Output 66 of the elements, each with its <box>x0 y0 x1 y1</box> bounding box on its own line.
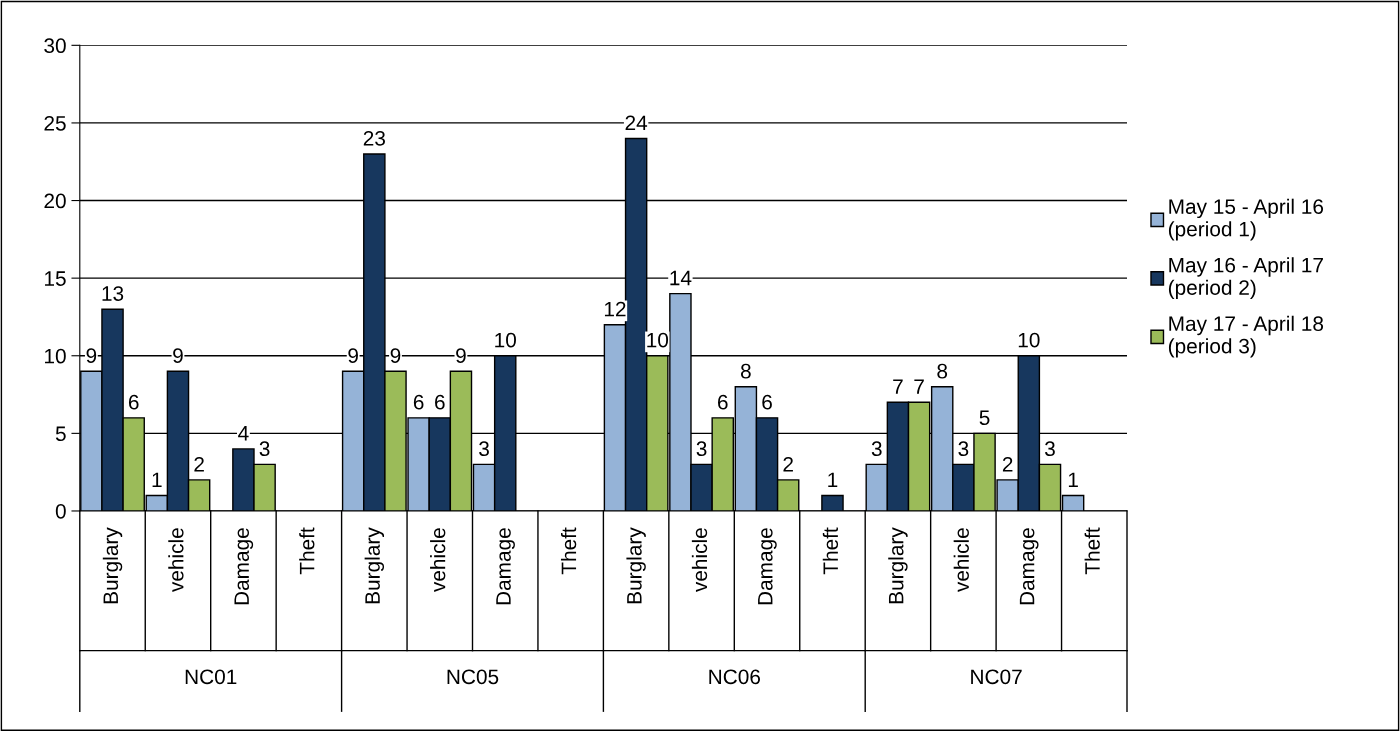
data-label: 13 <box>102 286 124 301</box>
x-tick-label: Theft <box>1084 527 1100 575</box>
x-tick-label: Burglary <box>364 527 385 604</box>
data-label: 1 <box>828 472 838 487</box>
legend-label: May 16 - April 17 (period 2) <box>1168 257 1323 300</box>
x-tick-label: Damage <box>496 528 515 605</box>
x-tick-label: Damage <box>234 528 254 605</box>
data-label: 14 <box>670 270 692 286</box>
data-label: 7 <box>914 379 924 394</box>
data-label: 2 <box>783 456 793 472</box>
text: NC05 <box>447 669 499 685</box>
x-tick-label: Burglary <box>888 527 908 604</box>
x-tick-label: vehicle <box>168 528 184 593</box>
y-tick-label: 5 <box>55 426 66 442</box>
x-tick-label: Burglary <box>102 527 123 604</box>
data-label: 6 <box>435 394 445 410</box>
data-label: 2 <box>194 456 204 472</box>
data-label: 23 <box>363 130 385 146</box>
y-tick-label: 15 <box>45 271 66 286</box>
x-tick-label: Theft <box>299 527 315 575</box>
data-label: 6 <box>718 394 728 410</box>
data-label: 9 <box>86 348 97 363</box>
data-label: 3 <box>259 441 270 457</box>
x-tick-label: Burglary <box>626 527 646 604</box>
y-tick-label: 25 <box>44 115 66 131</box>
data-label: 6 <box>413 394 424 410</box>
data-label: 3 <box>871 441 882 457</box>
text: NC01 <box>185 669 237 685</box>
text: NC07 <box>971 669 1022 685</box>
data-label: 8 <box>937 363 948 379</box>
data-label: 3 <box>696 441 707 457</box>
data-label: 12 <box>604 301 626 317</box>
data-label: 3 <box>958 441 969 457</box>
text: NC06 <box>709 669 761 685</box>
data-label: 3 <box>479 441 489 457</box>
x-tick-label: Damage <box>1019 528 1039 605</box>
data-label: 1 <box>1068 472 1078 487</box>
data-label: 5 <box>979 410 990 426</box>
data-label: 7 <box>893 379 903 394</box>
data-label: 9 <box>390 348 401 363</box>
data-label: 9 <box>456 348 466 363</box>
data-label: 24 <box>625 115 648 130</box>
x-tick-label: vehicle <box>430 528 446 593</box>
y-tick-label: 30 <box>44 38 66 54</box>
data-label: 6 <box>762 394 772 410</box>
data-label: 9 <box>348 348 358 363</box>
data-label: 1 <box>152 472 162 487</box>
data-label: 3 <box>1044 441 1055 457</box>
y-tick-label: 0 <box>55 503 66 519</box>
legend-label: May 17 - April 18 (period 3) <box>1168 315 1324 358</box>
x-tick-label: vehicle <box>691 528 708 593</box>
data-label: 6 <box>128 394 139 410</box>
legend-label: May 15 - April 16 (period 1) <box>1168 198 1324 241</box>
x-tick-label: vehicle <box>953 528 969 593</box>
x-tick-label: Theft <box>822 527 839 575</box>
data-label: 10 <box>647 332 669 348</box>
y-tick-label: 10 <box>45 348 66 364</box>
x-tick-label: Theft <box>560 527 577 575</box>
data-label: 10 <box>495 332 516 348</box>
data-label: 4 <box>238 426 249 441</box>
y-tick-label: 20 <box>44 193 66 209</box>
x-tick-label: Damage <box>758 528 777 605</box>
data-label: 8 <box>740 363 751 379</box>
data-label: 2 <box>1002 456 1013 472</box>
data-label: 9 <box>173 348 183 363</box>
data-label: 10 <box>1018 332 1040 348</box>
